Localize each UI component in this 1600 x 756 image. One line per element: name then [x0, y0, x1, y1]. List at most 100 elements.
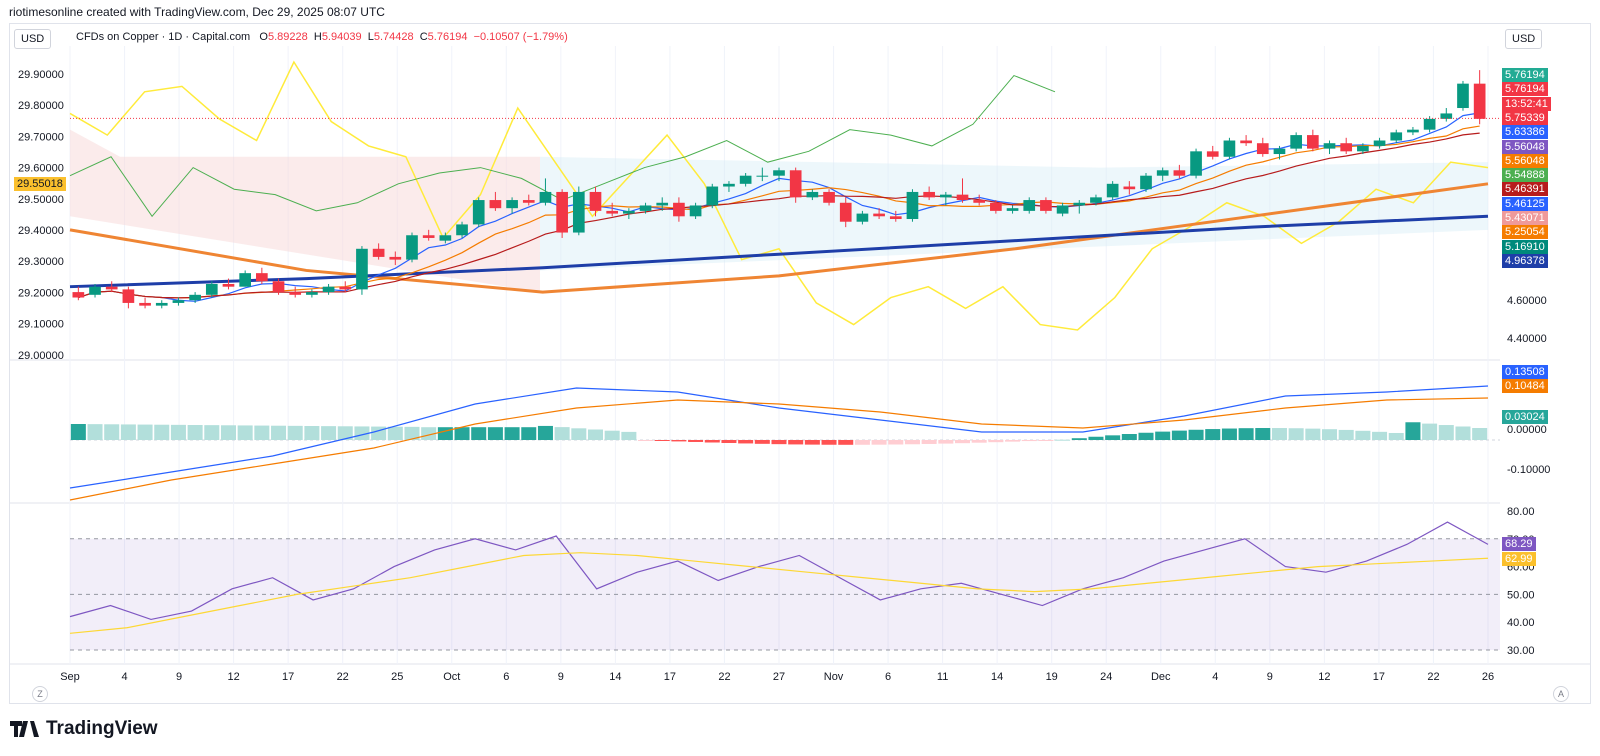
left-axis-tick: 29.90000 [18, 69, 64, 81]
candle-body [1190, 151, 1202, 176]
macd-histogram-bar [1472, 428, 1488, 440]
right-axis-tick: 4.60000 [1507, 295, 1547, 307]
left-axis-tick: 29.20000 [18, 287, 64, 299]
candle-body [723, 183, 735, 187]
candle-body [1006, 208, 1019, 211]
macd-histogram-bar [521, 427, 537, 440]
close-value: 5.76194 [427, 31, 468, 43]
candle-body [239, 273, 252, 287]
candle-body [139, 302, 151, 306]
price-chart[interactable]: 29.90000 29.80000 29.70000 29.60000 29.50000… [0, 0, 1600, 704]
close-label: C [419, 31, 428, 43]
macd-histogram-bar [254, 425, 270, 440]
candle-body [105, 286, 118, 290]
candle-body [89, 286, 101, 295]
candle-body [1023, 200, 1036, 211]
macd-badge: 0.10484 [1502, 379, 1548, 393]
brand-text: TradingView [46, 718, 158, 739]
macd-histogram-bar [1372, 431, 1388, 440]
candle-body [489, 200, 502, 209]
candle-body [339, 286, 352, 290]
right-axis-tick: 4.40000 [1507, 333, 1547, 345]
macd-histogram-bar [704, 440, 720, 443]
rsi-axis-tick: 50.00 [1507, 589, 1535, 601]
currency-left-button[interactable]: USD [14, 29, 52, 49]
macd-histogram-bar [237, 425, 253, 440]
macd-axis-tick: -0.10000 [1507, 464, 1550, 476]
candle-body [1340, 143, 1353, 152]
candle-body [1240, 140, 1252, 144]
candle-body [823, 191, 835, 203]
macd-histogram-bar [721, 440, 737, 443]
time-axis-label: 6 [503, 671, 509, 683]
macd-histogram-bar [1121, 434, 1137, 440]
time-axis-label: Oct [443, 671, 460, 683]
z-scale-button[interactable]: Z [32, 686, 48, 702]
left-axis-tick: 29.60000 [18, 163, 64, 175]
currency-right-button[interactable]: USD [1505, 29, 1543, 49]
symbol-name: CFDs on Copper · 1D · Capital.com [76, 31, 251, 43]
macd-histogram-bar [587, 429, 604, 440]
tradingview-logo[interactable]: TradingView [10, 718, 158, 740]
macd-histogram-bar [537, 425, 553, 440]
time-axis-label: 9 [558, 671, 564, 683]
macd-histogram-bar [554, 427, 570, 440]
candle-body [122, 289, 135, 303]
macd-histogram-bar [1422, 423, 1438, 440]
candle-body [1223, 140, 1236, 157]
time-axis-label: 17 [1373, 671, 1385, 683]
candle-body [322, 286, 335, 293]
time-axis-label: Sep [60, 671, 80, 683]
rsi-line [69, 521, 1489, 621]
time-axis-label: 14 [991, 671, 1003, 683]
macd-histogram-bar [170, 424, 186, 440]
candle-body [1423, 118, 1436, 130]
macd-histogram-bar [988, 440, 1004, 443]
change-value: −0.10507 (−1.79%) [473, 31, 568, 43]
price-badge: 5.25054 [1502, 225, 1548, 240]
candle-body [539, 191, 552, 203]
macd-histogram-bar [1088, 436, 1104, 440]
macd-histogram-bar [220, 425, 236, 440]
candle-body [472, 200, 485, 225]
macd-histogram-bar [888, 440, 904, 445]
chart-frame [9, 23, 1591, 704]
candle-body [1090, 197, 1102, 203]
time-axis-label: 22 [337, 671, 349, 683]
candle-body [372, 248, 385, 257]
time-axis-label: 12 [227, 671, 239, 683]
macd-histogram-bar [804, 440, 820, 445]
price-badge: 13:52:41 [1502, 96, 1551, 111]
price-badge: 5.16910 [1502, 239, 1548, 254]
time-axis-label: 11 [937, 671, 948, 683]
macd-histogram-bar [1405, 422, 1421, 440]
macd-histogram-bar [70, 424, 86, 440]
macd-histogram-bar [604, 430, 620, 440]
candle-body [673, 202, 685, 217]
time-axis-label: 26 [1482, 671, 1494, 683]
macd-histogram-bar [187, 425, 203, 440]
candle-body [456, 224, 468, 236]
macd-histogram-bar [621, 431, 637, 440]
rsi-axis-tick: 30.00 [1507, 645, 1535, 657]
price-badge: 5.76194 [1502, 68, 1548, 82]
candle-body [856, 213, 869, 222]
candle-body [1273, 148, 1286, 155]
left-axis-tick: 29.80000 [18, 100, 64, 112]
macd-histogram-bar [571, 428, 587, 440]
macd-histogram-bar [1071, 438, 1087, 440]
macd-histogram-bar [321, 426, 337, 440]
candle-body [155, 302, 168, 306]
left-axis-tick: 29.30000 [18, 256, 64, 268]
macd-histogram-bar [1288, 428, 1304, 440]
time-axis-label: 14 [609, 671, 621, 683]
macd-histogram-bar [154, 424, 170, 440]
candle-body [289, 292, 302, 295]
macd-histogram-bar [1188, 429, 1204, 440]
macd-histogram-bar [938, 440, 954, 444]
ma-blue-line [69, 214, 1489, 289]
time-axis-label: 9 [1267, 671, 1273, 683]
auto-scale-button[interactable]: A [1553, 686, 1569, 702]
candle-body [1123, 186, 1136, 190]
macd-histogram-bar [1388, 432, 1404, 440]
